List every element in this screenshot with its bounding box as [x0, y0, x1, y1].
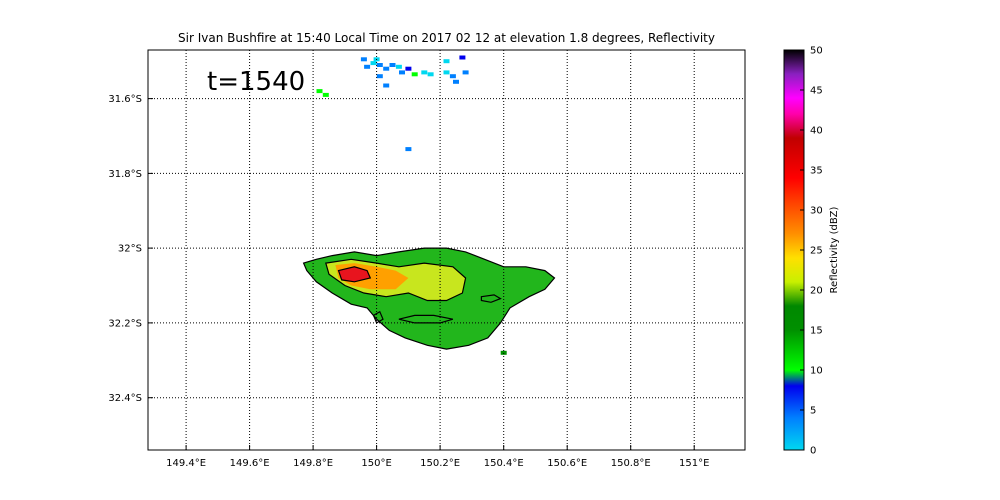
colorbar-tick-label: 40 [810, 126, 823, 137]
echo-point [453, 79, 459, 84]
contour-hole-south [398, 314, 454, 324]
echo-point [500, 350, 507, 355]
echo-point [383, 66, 390, 71]
x-tick-label: 149.4°E [166, 458, 206, 469]
y-tick-label: 32.2°S [108, 318, 142, 329]
echo-point [364, 64, 371, 69]
echo-point [395, 64, 402, 69]
x-tick-label: 149.6°E [230, 458, 270, 469]
colorbar-tick-label: 0 [810, 446, 816, 457]
echo-point [383, 83, 390, 88]
echo-point [389, 63, 396, 67]
echo-point [405, 147, 412, 152]
echo-point [443, 59, 450, 64]
echo-point [459, 55, 466, 60]
colorbar-tick-label: 15 [810, 326, 823, 337]
time-annotation: t=1540 [207, 67, 305, 97]
echo-point [411, 72, 418, 77]
colorbar-ticks: 0 5 10 15 20 25 30 35 40 45 50 [800, 46, 823, 457]
x-tick-label: 150°E [361, 458, 391, 469]
colorbar-tick-label: 35 [810, 166, 823, 177]
colorbar-tick-label: 45 [810, 86, 823, 97]
colorbar-tick-label: 25 [810, 246, 823, 257]
contour-core [337, 266, 372, 283]
tick-layer: 149.4°E 149.6°E 149.8°E 150°E 150.2°E 150.4°E… [108, 94, 709, 469]
x-tick-label: 150.2°E [420, 458, 460, 469]
contour-mid [325, 258, 467, 302]
contour-layer [302, 247, 556, 350]
echo-point [376, 63, 383, 67]
colorbar-tick-label: 50 [810, 46, 823, 57]
y-tick-label: 32.4°S [108, 393, 142, 404]
y-tick-label: 32°S [118, 244, 142, 255]
x-tick-label: 150.8°E [611, 458, 651, 469]
echo-point [322, 92, 329, 97]
echo-point [316, 89, 323, 94]
colorbar-tick-label: 30 [810, 206, 823, 217]
data-layer [303, 55, 555, 355]
echo-point [370, 61, 377, 66]
echo-point [405, 66, 412, 71]
contour-hole-east [480, 294, 502, 303]
x-tick-label: 151°E [679, 458, 709, 469]
echo-point [376, 74, 383, 79]
x-tick-label: 150.4°E [484, 458, 524, 469]
echo-point [462, 70, 469, 75]
echo-point [427, 72, 434, 77]
y-tick-label: 31.8°S [108, 169, 142, 180]
colorbar-tick-label: 10 [810, 366, 823, 377]
x-tick-label: 149.8°E [293, 458, 333, 469]
echo-point [449, 74, 456, 79]
reflectivity-region-plume-max [338, 266, 371, 282]
chart-title: Sir Ivan Bushfire at 15:40 Local Time on… [178, 31, 715, 45]
contour-outer [302, 247, 556, 350]
colorbar-tick-label: 5 [810, 406, 816, 417]
y-tick-label: 31.6°S [108, 94, 142, 105]
colorbar-tick-label: 20 [810, 286, 823, 297]
x-tick-label: 150.6°E [547, 458, 587, 469]
echo-point [443, 70, 450, 75]
grid-layer [148, 50, 745, 450]
echo-point [399, 70, 405, 75]
contour-hole-west [372, 310, 384, 324]
echo-point [360, 57, 367, 62]
plot-frame [147, 49, 746, 451]
echo-point [421, 70, 428, 75]
colorbar-label: Reflectivity (dBZ) [829, 206, 840, 293]
